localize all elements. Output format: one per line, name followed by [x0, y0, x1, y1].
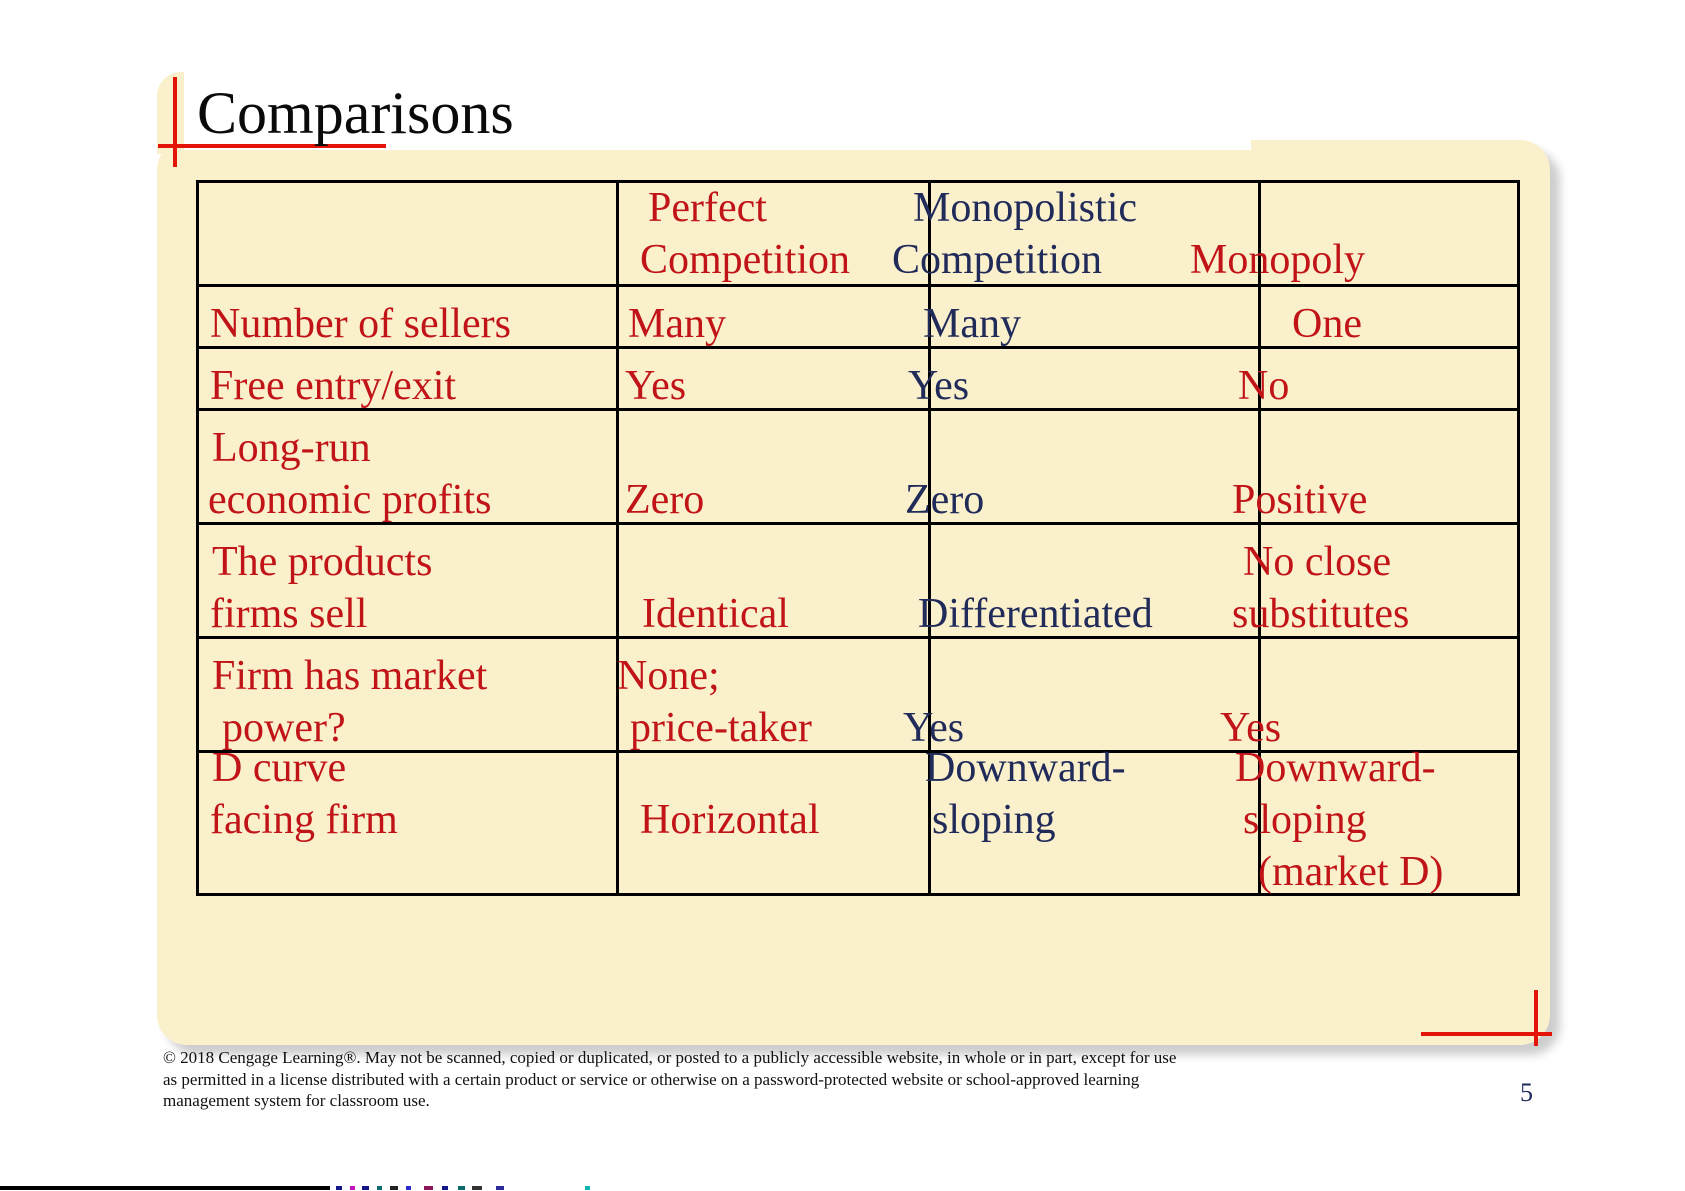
cell-products-firms-sell-perfect-competition-line0: Identical	[642, 591, 789, 637]
edge-speck-9	[472, 1186, 482, 1190]
cell-long-run-economic-profits-label-line0: Long-run	[212, 425, 371, 471]
cell-firm-has-market-power-label-line1: power?	[222, 705, 346, 751]
cell-firm-has-market-power-monopolistic-competition-line0: Yes	[903, 705, 965, 751]
cell-products-firms-sell-label-line0: The products	[212, 539, 433, 585]
cell-products-firms-sell-label-line1: firms sell	[210, 591, 368, 637]
cell-long-run-economic-profits-monopolistic-competition-line0: Zero	[905, 477, 985, 523]
cell-free-entry-exit-perfect-competition-line0: Yes	[625, 363, 687, 409]
cell-free-entry-exit-monopoly-line0: No	[1238, 363, 1290, 409]
title-crosshair-vertical	[173, 77, 177, 167]
cell-number-of-sellers-perfect-competition-line0: Many	[628, 301, 726, 347]
cell-firm-has-market-power-perfect-competition-line1: price-taker	[630, 705, 812, 751]
copyright-notice: © 2018 Cengage Learning®. May not be sca…	[163, 1047, 1303, 1112]
cell-products-firms-sell-monopolistic-competition-line0: Differentiated	[918, 591, 1153, 637]
edge-speck-7	[442, 1186, 448, 1190]
edge-speck-4	[390, 1186, 398, 1190]
cell-header-monopoly-line0: Monopoly	[1190, 237, 1366, 283]
table-row-divider-1	[199, 284, 1517, 287]
cell-d-curve-facing-firm-perfect-competition-line0: Horizontal	[640, 797, 820, 843]
table-row-divider-4	[199, 522, 1517, 525]
copyright-line-1: © 2018 Cengage Learning®. May not be sca…	[163, 1048, 1177, 1067]
cell-firm-has-market-power-label-line0: Firm has market	[212, 653, 488, 699]
cell-header-perfect-competition-line0: Perfect	[648, 185, 767, 231]
page-number: 5	[1520, 1078, 1533, 1107]
cell-firm-has-market-power-perfect-competition-line0: None;	[617, 653, 720, 699]
cell-header-monopolistic-competition-line0: Monopolistic	[913, 185, 1138, 231]
title-crosshair-horizontal	[158, 144, 386, 148]
copyright-line-3: management system for classroom use.	[163, 1091, 430, 1110]
edge-speck-3	[377, 1186, 382, 1190]
cell-number-of-sellers-monopolistic-competition-line0: Many	[923, 301, 1021, 347]
table-row-divider-5	[199, 636, 1517, 639]
cell-free-entry-exit-monopolistic-competition-line0: Yes	[908, 363, 970, 409]
table-column-divider-3	[1258, 183, 1261, 893]
cell-number-of-sellers-monopoly-line0: One	[1292, 301, 1362, 347]
edge-speck-10	[496, 1186, 504, 1190]
cell-d-curve-facing-firm-monopoly-line0: Downward-	[1235, 745, 1436, 791]
edge-speck-8	[458, 1186, 465, 1190]
table-column-divider-1	[616, 183, 619, 893]
cell-d-curve-facing-firm-monopolistic-competition-line1: sloping	[932, 797, 1056, 843]
cell-long-run-economic-profits-perfect-competition-line0: Zero	[625, 477, 705, 523]
edge-speck-1	[350, 1186, 355, 1190]
table-row-divider-6	[199, 750, 1517, 753]
cell-d-curve-facing-firm-monopoly-line2: (market D)	[1258, 849, 1444, 895]
corner-crosshair-vertical	[1534, 990, 1538, 1046]
copyright-line-2: as permitted in a license distributed wi…	[163, 1069, 1140, 1089]
cell-d-curve-facing-firm-label-line0: D curve	[212, 745, 347, 791]
cell-d-curve-facing-firm-monopolistic-competition-line0: Downward-	[925, 745, 1126, 791]
cell-d-curve-facing-firm-monopoly-line1: sloping	[1243, 797, 1367, 843]
edge-speck-5	[406, 1186, 411, 1190]
cell-header-perfect-competition-line1: Competition	[640, 237, 850, 283]
panel-top-left-corner	[157, 72, 184, 154]
edge-speck-6	[424, 1186, 433, 1190]
bottom-edge-bar	[0, 1186, 330, 1190]
cell-number-of-sellers-label-line0: Number of sellers	[210, 301, 511, 347]
edge-speck-11	[585, 1186, 590, 1190]
corner-crosshair-horizontal	[1421, 1032, 1552, 1036]
table-column-divider-2	[928, 183, 931, 893]
slide-title: Comparisons	[197, 80, 514, 146]
cell-free-entry-exit-label-line0: Free entry/exit	[210, 363, 457, 409]
cell-long-run-economic-profits-monopoly-line0: Positive	[1232, 477, 1368, 523]
cell-d-curve-facing-firm-label-line1: facing firm	[210, 797, 398, 843]
cell-firm-has-market-power-monopoly-line0: Yes	[1220, 705, 1282, 751]
edge-speck-0	[336, 1186, 342, 1190]
title-background-box	[183, 54, 1251, 150]
table-row-divider-2	[199, 346, 1517, 349]
edge-speck-2	[362, 1186, 369, 1190]
cell-header-monopolistic-competition-line1: Competition	[892, 237, 1102, 283]
cell-products-firms-sell-monopoly-line1: substitutes	[1232, 591, 1410, 637]
comparison-table	[196, 180, 1520, 896]
table-row-divider-3	[199, 408, 1517, 411]
cell-products-firms-sell-monopoly-line0: No close	[1243, 539, 1392, 585]
cell-long-run-economic-profits-label-line1: economic profits	[208, 477, 492, 523]
